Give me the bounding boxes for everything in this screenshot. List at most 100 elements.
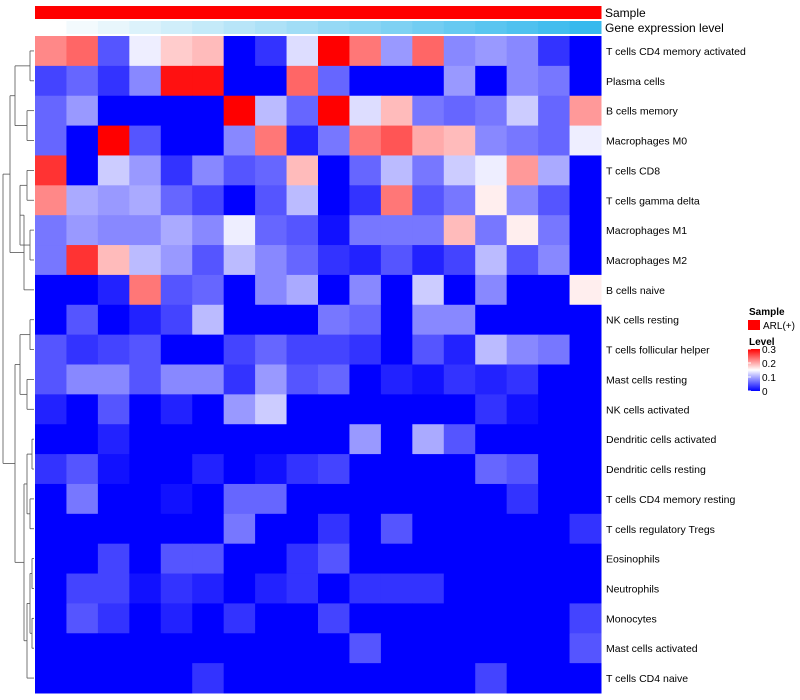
heatmap-cell [443,274,476,306]
heatmap-cell [569,394,602,425]
heatmap-cell [538,513,571,545]
heatmap-cell [129,274,162,306]
heatmap-cell [506,633,539,664]
heatmap-cell [129,633,162,664]
heatmap-cell [286,304,319,336]
heatmap-cell [223,633,256,664]
heatmap-cell [318,334,350,365]
heatmap-cell [97,65,130,97]
heatmap-cell [223,274,256,306]
row-label: Mast cells activated [606,643,698,655]
annotation-cell [538,21,571,34]
heatmap-cell [538,36,571,67]
heatmap-cell [412,513,445,545]
heatmap-cell [223,155,256,186]
heatmap-cell [129,603,162,634]
heatmap-cell [129,483,162,515]
heatmap-cell [475,364,508,395]
heatmap-cell [255,65,288,97]
heatmap-cell [97,513,130,545]
heatmap-cell [506,454,539,485]
heatmap-cell [286,663,319,694]
heatmap-cell [349,394,382,425]
heatmap-cell [255,483,288,515]
heatmap-cell [160,215,193,246]
heatmap-cell [97,36,130,67]
heatmap-cell [443,95,476,127]
heatmap-cell [569,185,602,216]
sample-legend-label: ARL(+) [763,321,795,332]
heatmap-cell [160,513,193,545]
heatmap-cell [538,454,571,485]
heatmap-cell [97,454,130,485]
heatmap-cell [192,245,225,276]
heatmap-cell [506,304,539,336]
heatmap-cell [318,663,350,694]
heatmap-cell [35,334,67,365]
row-label: T cells CD4 memory activated [606,46,746,58]
heatmap-cell [380,155,413,186]
heatmap-cell [160,185,193,216]
heatmap-cell [35,454,67,485]
heatmap-cell [97,245,130,276]
heatmap-cell [443,65,476,97]
heatmap-cell [443,215,476,246]
heatmap-cell [318,245,350,276]
heatmap-cell [129,573,162,604]
annotation-cell [318,6,350,19]
heatmap-cell [569,95,602,127]
heatmap-cell [569,633,602,664]
sample-legend-title: Sample [749,307,785,318]
heatmap-cell [286,65,319,97]
level-legend: Level 0.3 0.2 0.1 0 [748,337,776,398]
heatmap-cell [349,36,382,67]
heatmap-cell [569,155,602,186]
row-label: Macrophages M1 [606,225,687,237]
heatmap-cell [569,245,602,276]
heatmap-cell [380,394,413,425]
heatmap-cell [506,155,539,186]
heatmap-cell [255,334,288,365]
heatmap-cell [97,304,130,336]
heatmap-cell [506,543,539,575]
heatmap-cell [192,483,225,515]
heatmap-cell [506,394,539,425]
heatmap-cell [443,543,476,575]
heatmap-cell [380,603,413,634]
heatmap-cell [66,454,99,485]
heatmap-cell [443,185,476,216]
heatmap-cell [380,633,413,664]
heatmap-cell [223,573,256,604]
heatmap-cell [349,633,382,664]
heatmap-cell [35,633,67,664]
heatmap-cell [66,155,99,186]
heatmap-cell [129,543,162,575]
heatmap-cell [475,245,508,276]
heatmap-cell [255,394,288,425]
heatmap-cell [192,663,225,694]
row-label: Neutrophils [606,583,659,595]
heatmap-cell [318,304,350,336]
heatmap-cell [443,483,476,515]
heatmap-cell [318,274,350,306]
heatmap-cell [475,424,508,455]
heatmap-cell [129,394,162,425]
heatmap-cell [255,424,288,455]
heatmap-cell [129,185,162,216]
annotation-cell [569,21,602,34]
row-label: NK cells activated [606,404,690,416]
heatmap-cell [412,125,445,156]
heatmap-cell [538,573,571,604]
heatmap-cell [223,394,256,425]
heatmap-cell [223,125,256,156]
heatmap-cell [66,424,99,455]
heatmap-cell [380,513,413,545]
annotation-cell [538,6,571,19]
heatmap-cell [160,394,193,425]
heatmap-cell [35,65,67,97]
heatmap-cell [160,334,193,365]
heatmap-cell [443,394,476,425]
heatmap-cell [160,543,193,575]
level-tick-label: 0.2 [762,359,776,370]
heatmap-cell [97,424,130,455]
